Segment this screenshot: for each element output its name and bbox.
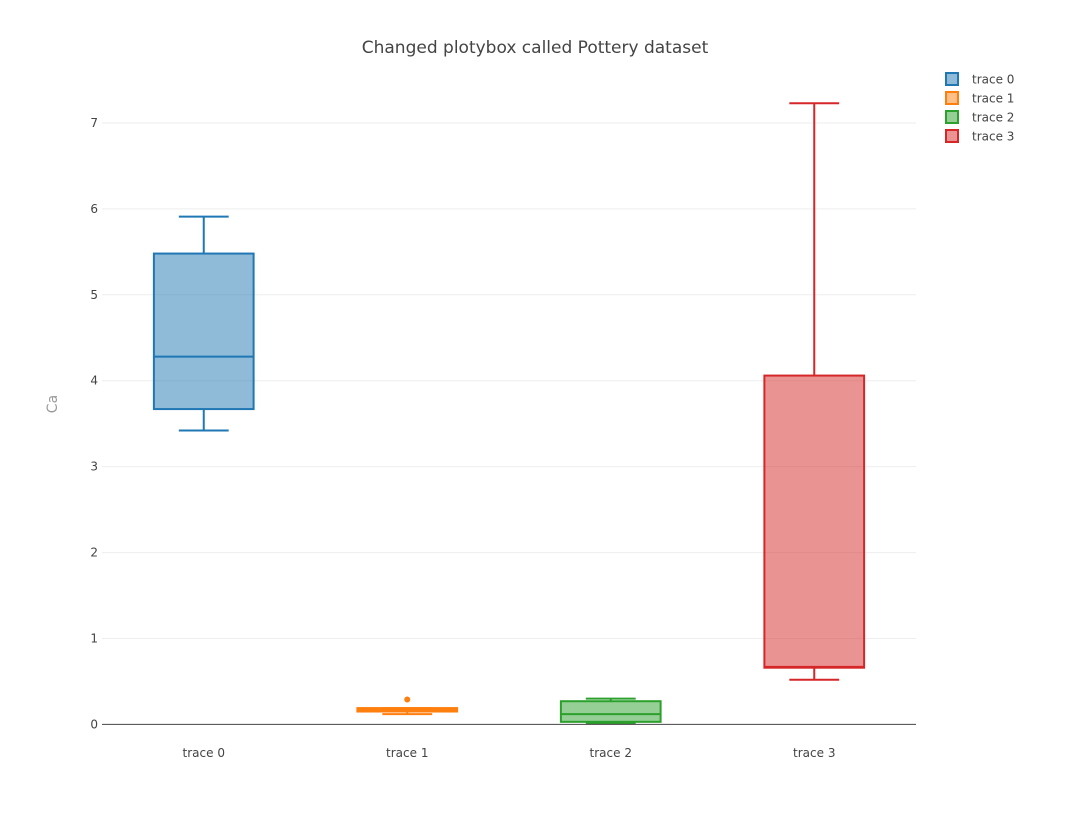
legend-label: trace 1	[972, 92, 1014, 106]
legend-item: trace 3	[945, 129, 1014, 144]
box-trace-0	[152, 215, 255, 432]
y-tick-label: 3	[90, 460, 98, 474]
legend: trace 0 trace 1 trace 2 trace 3	[945, 72, 1014, 144]
x-tick-label: trace 1	[386, 746, 428, 760]
legend-label: trace 0	[972, 73, 1014, 87]
x-tick-label: trace 0	[183, 746, 225, 760]
legend-item: trace 1	[945, 91, 1014, 106]
box-plots	[152, 102, 866, 725]
y-tick-label: 7	[90, 116, 98, 130]
x-tick-label: trace 3	[793, 746, 835, 760]
y-tick-label: 2	[90, 546, 98, 560]
legend-item: trace 2	[945, 110, 1014, 125]
y-tick-label: 4	[90, 374, 98, 388]
box-trace-3	[763, 102, 866, 681]
legend-label: trace 2	[972, 111, 1014, 125]
x-tick-label: trace 2	[590, 746, 632, 760]
legend-swatch	[945, 129, 959, 143]
legend-swatch	[945, 72, 959, 86]
legend-label: trace 3	[972, 130, 1014, 144]
x-axis-ticks: trace 0 trace 1 trace 2 trace 3	[183, 746, 836, 760]
iqr-box	[152, 252, 255, 411]
outlier-point	[404, 696, 411, 703]
chart-title: Changed plotybox called Pottery dataset	[362, 38, 709, 58]
y-axis-ticks: 0 1 2 3 4 5 6 7	[90, 116, 98, 731]
legend-swatch	[945, 91, 959, 105]
y-tick-label: 1	[90, 631, 98, 645]
y-tick-label: 6	[90, 202, 98, 216]
iqr-box	[763, 374, 866, 669]
box-trace-2	[559, 697, 662, 725]
y-tick-label: 0	[90, 717, 98, 731]
box-trace-1	[356, 696, 459, 716]
y-tick-label: 5	[90, 288, 98, 302]
legend-item: trace 0	[945, 72, 1014, 87]
iqr-box	[559, 700, 662, 723]
y-axis-label: Ca	[45, 395, 61, 413]
legend-swatch	[945, 110, 959, 124]
